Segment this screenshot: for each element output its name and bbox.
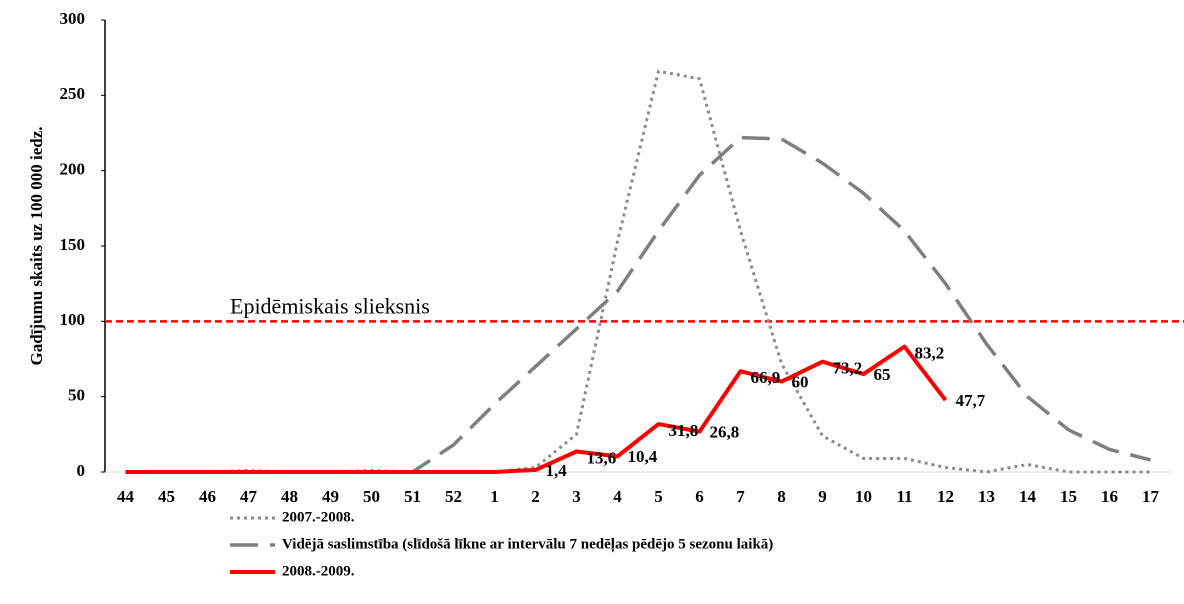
x-tick-label: 52	[445, 487, 462, 506]
y-axis-label: Gadījumu skaits uz 100 000 iedz.	[27, 127, 46, 366]
threshold-label: Epidēmiskais slieksnis	[230, 293, 430, 318]
x-tick-label: 16	[1101, 487, 1118, 506]
x-tick-label: 50	[363, 487, 380, 506]
x-tick-label: 4	[613, 487, 622, 506]
data-label: 47,7	[956, 391, 986, 410]
x-tick-label: 2	[531, 487, 540, 506]
x-tick-label: 48	[281, 487, 298, 506]
x-tick-label: 17	[1142, 487, 1160, 506]
legend-label: 2008.-2009.	[282, 563, 355, 579]
data-label: 1,4	[546, 461, 568, 480]
x-tick-label: 46	[199, 487, 216, 506]
x-tick-label: 11	[896, 487, 912, 506]
x-tick-label: 51	[404, 487, 421, 506]
x-tick-label: 8	[777, 487, 786, 506]
x-tick-label: 6	[695, 487, 704, 506]
data-label: 83,2	[915, 344, 945, 363]
data-label: 31,8	[669, 421, 699, 440]
x-tick-label: 5	[654, 487, 663, 506]
legend-label: Vidējā saslimstība (slīdošā līkne ar int…	[282, 536, 773, 552]
x-tick-label: 13	[978, 487, 995, 506]
series-line	[125, 69, 1151, 474]
x-tick-label: 49	[322, 487, 339, 506]
x-tick-label: 7	[736, 487, 745, 506]
data-label: 65	[874, 365, 891, 384]
y-tick-label: 150	[60, 235, 86, 254]
data-label: 73,2	[833, 359, 863, 378]
legend-label: 2007.-2008.	[282, 509, 355, 525]
y-tick-label: 200	[60, 160, 86, 179]
y-tick-label: 100	[60, 310, 86, 329]
data-label: 10,4	[628, 447, 658, 466]
y-tick-label: 50	[68, 386, 85, 405]
data-label: 66,9	[751, 368, 781, 387]
x-tick-label: 12	[937, 487, 954, 506]
data-label: 13,6	[587, 448, 617, 467]
x-tick-label: 15	[1060, 487, 1077, 506]
x-tick-label: 3	[572, 487, 581, 506]
x-tick-label: 14	[1019, 487, 1037, 506]
x-tick-label: 10	[855, 487, 872, 506]
y-tick-label: 300	[60, 9, 86, 28]
x-tick-label: 47	[240, 487, 258, 506]
x-tick-label: 45	[158, 487, 175, 506]
x-tick-label: 1	[490, 487, 499, 506]
y-tick-label: 0	[77, 461, 86, 480]
y-tick-label: 250	[60, 84, 86, 103]
x-tick-label: 44	[117, 487, 135, 506]
data-label: 60	[792, 373, 809, 392]
series-line	[125, 344, 948, 474]
data-label: 26,8	[710, 423, 740, 442]
x-tick-label: 9	[818, 487, 827, 506]
